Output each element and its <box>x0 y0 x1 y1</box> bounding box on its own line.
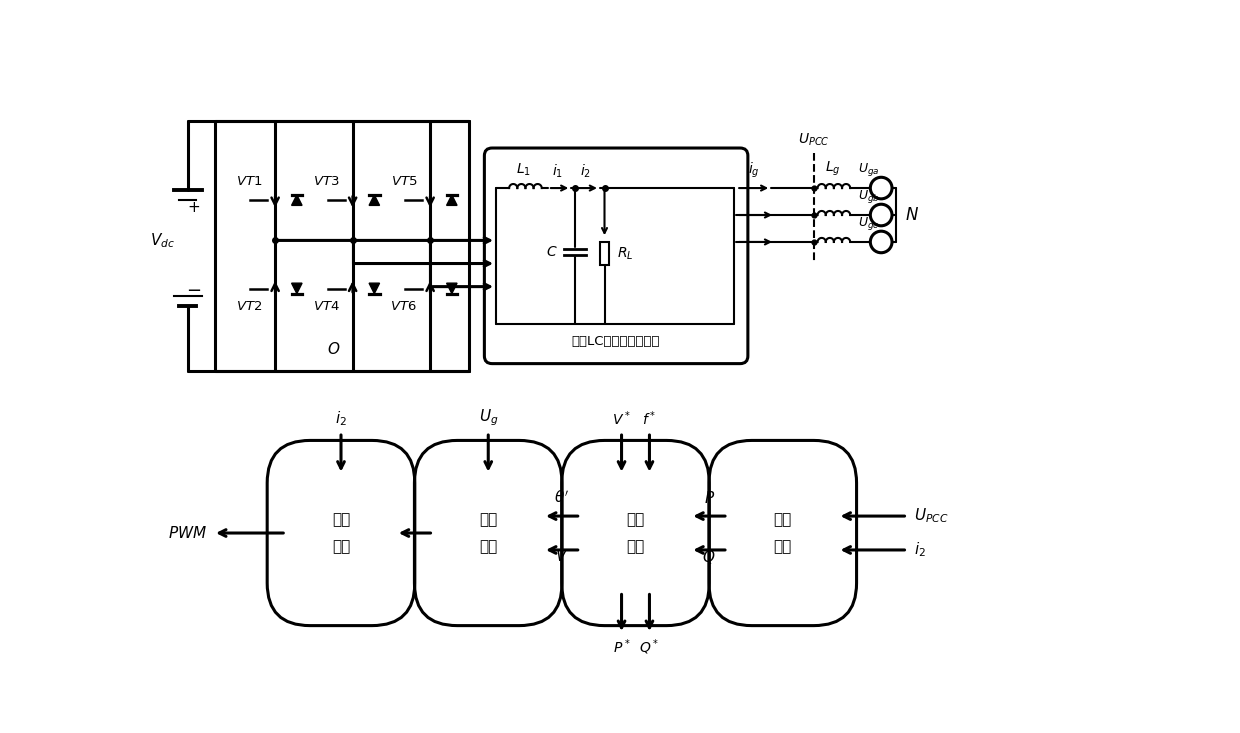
Text: $U_{PCC}$: $U_{PCC}$ <box>914 507 949 526</box>
Text: $i_2$: $i_2$ <box>335 410 347 428</box>
Text: $U_{gb}$: $U_{gb}$ <box>858 188 879 205</box>
Text: 电流: 电流 <box>332 512 350 526</box>
Text: $V^*$: $V^*$ <box>613 410 631 428</box>
Text: $U_{gc}$: $U_{gc}$ <box>858 215 879 232</box>
Text: $Q$: $Q$ <box>702 548 715 567</box>
Text: $\mathit{O}$: $\mathit{O}$ <box>326 342 340 358</box>
Text: 计算: 计算 <box>774 539 792 554</box>
Text: $\mathit{VT6}$: $\mathit{VT6}$ <box>391 301 417 314</box>
Text: $U_g$: $U_g$ <box>479 408 498 428</box>
Text: $PWM$: $PWM$ <box>167 525 207 541</box>
Text: $i_g$: $i_g$ <box>748 161 760 180</box>
Text: $i_2$: $i_2$ <box>580 162 591 180</box>
Text: $U_{PCC}$: $U_{PCC}$ <box>799 132 830 148</box>
Text: $-$: $-$ <box>186 280 201 298</box>
Text: $R_L$: $R_L$ <box>616 246 634 262</box>
Text: $\mathit{VT4}$: $\mathit{VT4}$ <box>312 301 340 314</box>
Text: $f^*$: $f^*$ <box>642 410 657 428</box>
Text: 控制: 控制 <box>626 539 645 554</box>
Text: $Q^*$: $Q^*$ <box>640 638 660 658</box>
Text: $L_g$: $L_g$ <box>826 160 841 178</box>
Text: 下垂: 下垂 <box>626 512 645 526</box>
Text: $V_{dc}$: $V_{dc}$ <box>150 231 175 250</box>
Text: 外环: 外环 <box>479 539 497 554</box>
Polygon shape <box>370 283 379 293</box>
Text: $+$: $+$ <box>187 200 201 215</box>
Polygon shape <box>291 195 303 205</box>
Text: $V$: $V$ <box>556 548 568 564</box>
Text: $C$: $C$ <box>546 245 557 259</box>
Bar <box>600 242 609 265</box>
Text: $\theta'$: $\theta'$ <box>554 490 569 506</box>
Text: $\mathit{VT1}$: $\mathit{VT1}$ <box>236 175 262 188</box>
Polygon shape <box>446 195 458 205</box>
Text: $P^*$: $P^*$ <box>613 638 630 656</box>
Text: $i_1$: $i_1$ <box>553 162 563 180</box>
Text: $U_{ga}$: $U_{ga}$ <box>858 161 879 178</box>
Polygon shape <box>370 195 379 205</box>
Text: $\mathit{VT2}$: $\mathit{VT2}$ <box>236 301 262 314</box>
Text: $P$: $P$ <box>703 490 714 506</box>
Text: $L_1$: $L_1$ <box>516 162 531 178</box>
Polygon shape <box>291 283 303 293</box>
Text: 三相LC滤波和本地负载: 三相LC滤波和本地负载 <box>572 335 661 348</box>
Text: 功率: 功率 <box>774 512 792 526</box>
Text: $\mathit{VT5}$: $\mathit{VT5}$ <box>391 175 417 188</box>
Text: $i_2$: $i_2$ <box>914 541 925 559</box>
Text: $N$: $N$ <box>905 207 919 224</box>
Text: $\mathit{VT3}$: $\mathit{VT3}$ <box>312 175 340 188</box>
Polygon shape <box>446 283 458 293</box>
Text: 电压: 电压 <box>479 512 497 526</box>
Text: 内环: 内环 <box>332 539 350 554</box>
